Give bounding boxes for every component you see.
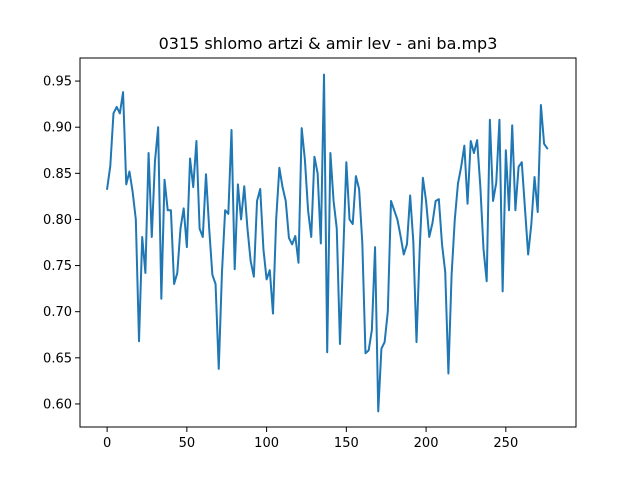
x-tick-label: 150	[334, 436, 359, 451]
y-tick-label: 0.80	[43, 213, 72, 228]
y-tick-label: 0.65	[43, 351, 72, 366]
series-layer	[107, 75, 547, 412]
y-tick-label: 0.60	[43, 397, 72, 412]
x-tick-label: 50	[179, 436, 196, 451]
x-tick-label: 250	[493, 436, 518, 451]
x-tick-label: 200	[414, 436, 439, 451]
axes-layer: 0 50 100 150 200 250 0.60 0.65 0.70 0.75 0.80 0.85 0…	[43, 75, 518, 451]
y-tick-label: 0.70	[43, 305, 72, 320]
x-tick-label: 0	[103, 436, 111, 451]
y-tick-label: 0.95	[43, 75, 72, 90]
x-tick-label: 100	[254, 436, 279, 451]
y-tick-label: 0.75	[43, 259, 72, 274]
y-tick-label: 0.90	[43, 121, 72, 136]
y-tick-label: 0.85	[43, 167, 72, 182]
series-line	[107, 75, 547, 412]
chart-title: 0315 shlomo artzi & amir lev - ani ba.mp…	[159, 34, 498, 53]
